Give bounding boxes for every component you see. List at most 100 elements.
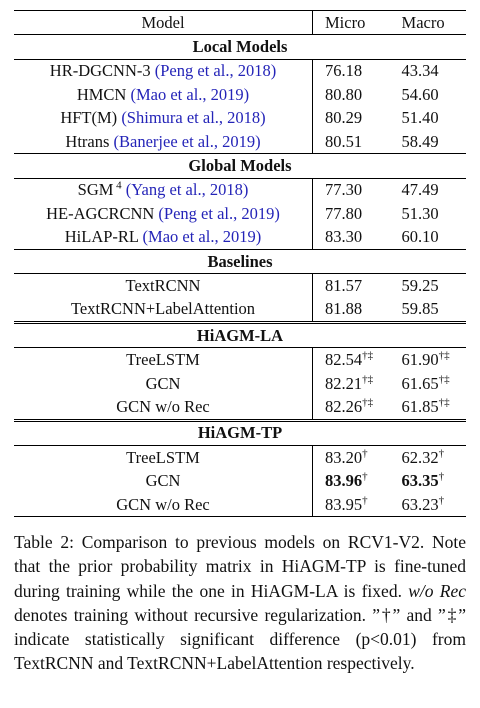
model: HFT(M) <box>60 108 118 128</box>
macro-cell: 61.90†‡ <box>390 348 466 372</box>
section-row: Baselines <box>14 248 466 275</box>
citation[interactable]: (Mao et al., 2019) <box>142 227 262 247</box>
section-title: Baselines <box>14 248 466 275</box>
model: HiLAP-RL <box>64 227 139 247</box>
caption-emphasis: w/o Rec <box>408 580 466 601</box>
macro-cell: 63.23† <box>389 492 466 518</box>
footnote-mark[interactable]: 4 <box>116 179 122 192</box>
section-title: HiAGM-LA <box>14 321 466 349</box>
citation[interactable]: (Mao et al., 2019) <box>130 84 250 104</box>
macro-cell: 61.65†‡ <box>390 372 466 395</box>
micro-cell: 82.26†‡ <box>313 395 390 420</box>
model-cell: TreeLSTM <box>14 445 313 470</box>
micro: 83.20 <box>325 447 363 467</box>
micro: 76.18 <box>325 61 363 81</box>
micro: 80.29 <box>325 108 363 128</box>
model-cell: HMCN (Mao et al., 2019) <box>14 83 313 107</box>
micro: 77.80 <box>325 203 363 223</box>
macro: 51.30 <box>401 203 439 223</box>
macro: 47.49 <box>401 180 439 200</box>
header-cell: Macro <box>389 9 466 36</box>
section-title: Local Models <box>14 34 466 60</box>
row: HR-DGCNN-3 (Peng et al., 2018) 76.18 43.34 <box>14 59 466 84</box>
macro-cell: 63.35† <box>390 469 466 492</box>
significance: †‡ <box>438 373 450 386</box>
significance: † <box>362 470 368 483</box>
micro: 80.80 <box>325 84 363 104</box>
micro: 82.21 <box>325 373 363 393</box>
model-cell: HiLAP-RL (Mao et al., 2019) <box>14 225 313 250</box>
row: TextRCNN+LabelAttention 81.88 59.85 <box>14 297 466 323</box>
row: SGM 4 (Yang et al., 2018) 77.30 47.49 <box>14 178 466 203</box>
micro: 77.30 <box>325 180 363 200</box>
model-cell: HFT(M) (Shimura et al., 2018) <box>14 106 313 130</box>
macro-cell: 61.85†‡ <box>390 395 466 420</box>
model-cell: TextRCNN+LabelAttention <box>14 297 313 323</box>
macro: 61.65 <box>401 373 439 393</box>
model-cell: TextRCNN <box>14 273 313 298</box>
micro: 81.88 <box>325 299 363 319</box>
header-cell: Model <box>14 9 313 36</box>
model-cell: SGM 4 (Yang et al., 2018) <box>14 178 313 203</box>
significance: †‡ <box>362 396 374 409</box>
model-cell: GCN w/o Rec <box>14 492 313 518</box>
macro: 60.10 <box>401 227 439 247</box>
citation[interactable]: (Peng et al., 2018) <box>154 61 277 81</box>
model-cell: GCN w/o Rec <box>14 395 313 421</box>
micro-cell: 82.21†‡ <box>313 372 390 395</box>
micro: 83.95 <box>325 494 363 514</box>
significance: †‡ <box>438 349 450 362</box>
row: HiLAP-RL (Mao et al., 2019) 83.30 60.10 <box>14 225 466 250</box>
macro: 61.90 <box>401 350 439 370</box>
macro: 54.60 <box>401 84 439 104</box>
significance: †‡ <box>362 373 374 386</box>
micro: 83.30 <box>325 227 363 247</box>
micro: 82.26 <box>325 396 363 416</box>
section-row: Global Models <box>14 153 466 179</box>
row: GCN w/o Rec 82.26†‡ 61.85†‡ <box>14 395 466 421</box>
citation[interactable]: (Shimura et al., 2018) <box>121 108 266 128</box>
citation[interactable]: (Yang et al., 2018) <box>125 180 249 200</box>
significance: † <box>362 447 368 460</box>
model-cell: TreeLSTM <box>14 347 313 372</box>
row: HMCN (Mao et al., 2019) 80.80 54.60 <box>14 83 466 107</box>
macro: 43.34 <box>401 61 439 81</box>
significance: † <box>438 470 445 483</box>
macro: 63.23 <box>401 494 439 514</box>
macro: 63.35 <box>401 471 439 491</box>
row: HFT(M) (Shimura et al., 2018) 80.29 51.40 <box>14 106 466 130</box>
section-row: HiAGM-TP <box>14 418 466 447</box>
model: Htrans <box>65 131 110 151</box>
caption-text: denotes training without recursive regul… <box>14 604 466 674</box>
row: TreeLSTM 83.20† 62.32† <box>14 445 466 470</box>
model-cell: Htrans (Banerjee et al., 2019) <box>14 129 313 154</box>
model: SGM <box>77 180 114 200</box>
micro: 82.54 <box>325 350 363 370</box>
row: TextRCNN 81.57 59.25 <box>14 273 466 298</box>
micro-cell: 83.95† <box>312 492 390 518</box>
section-title: HiAGM-TP <box>14 418 466 447</box>
row: HE-AGCRCNN (Peng et al., 2019) 77.80 51.30 <box>14 202 466 226</box>
macro-cell: 62.32† <box>390 446 466 470</box>
micro: 81.57 <box>325 275 363 295</box>
row: GCN 82.21†‡ 61.65†‡ <box>14 371 466 396</box>
section-row: Local Models <box>14 34 466 60</box>
macro: 61.85 <box>401 396 439 416</box>
caption-text: Table 2: Comparison to previous models o… <box>14 532 466 601</box>
header-row: Model Micro Macro <box>14 9 466 36</box>
row: TreeLSTM 82.54†‡ 61.90†‡ <box>14 347 466 372</box>
micro-cell: 82.54†‡ <box>313 348 390 372</box>
citation[interactable]: (Banerjee et al., 2019) <box>113 131 261 151</box>
micro-cell: 83.20† <box>313 446 390 470</box>
model: HMCN <box>76 84 127 104</box>
micro-cell: 83.96† <box>313 469 390 492</box>
results-table: Model Micro Macro Local Models HR-DGCNN-3 … <box>14 9 466 518</box>
significance: † <box>438 494 445 506</box>
model: HE-AGCRCNN <box>46 203 155 223</box>
macro: 51.40 <box>401 108 439 128</box>
citation[interactable]: (Peng et al., 2019) <box>158 203 280 223</box>
significance: † <box>438 447 445 460</box>
header-cell: Micro <box>312 9 390 36</box>
row: GCN 83.96† 63.35† <box>14 469 466 493</box>
